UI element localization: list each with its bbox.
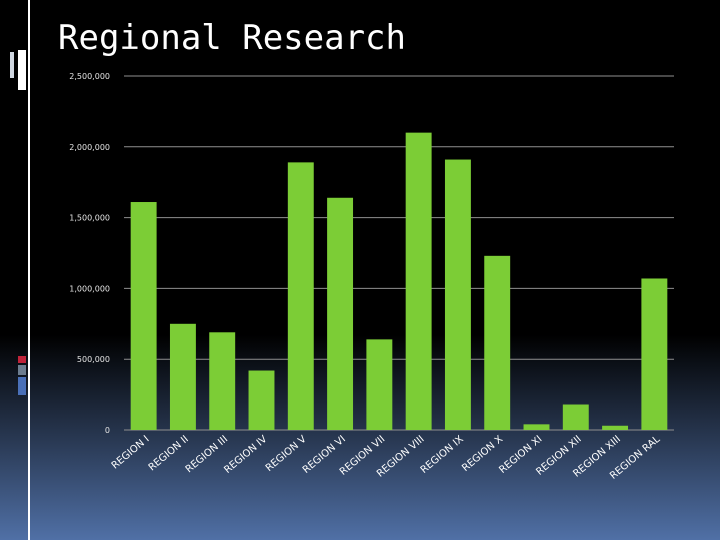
bar: [248, 370, 275, 430]
top-accent-bar: [18, 50, 26, 90]
accent-red-block: [18, 356, 26, 363]
slide-title: Regional Research: [58, 18, 406, 58]
top-accent-bar-thin: [10, 52, 14, 78]
x-tick-label: REGION IX: [419, 434, 466, 476]
bar: [484, 255, 511, 430]
x-tick-label: REGION I: [110, 434, 152, 472]
x-tick-label: REGION IV: [222, 434, 269, 476]
bar: [366, 339, 393, 430]
bar: [327, 197, 354, 430]
bar: [523, 424, 550, 430]
bar: [562, 404, 589, 430]
y-tick-label: 2,000,000: [69, 143, 110, 152]
y-axis-ticks: 0 500,000 1,000,000 1,500,000 2,000,000 2,500…: [69, 72, 110, 435]
bar: [130, 202, 157, 430]
bar: [405, 132, 432, 430]
accent-blue-block: [18, 377, 26, 395]
y-tick-label: 2,500,000: [69, 72, 110, 81]
gridlines: [124, 75, 674, 431]
y-tick-label: 0: [105, 426, 110, 435]
bar: [209, 332, 236, 430]
bars: [130, 132, 668, 430]
left-divider-line: [28, 0, 30, 540]
bar: [287, 162, 314, 430]
y-tick-label: 500,000: [77, 355, 110, 364]
y-tick-label: 1,500,000: [69, 214, 110, 223]
bar: [602, 425, 629, 430]
y-tick-label: 1,000,000: [69, 284, 110, 293]
bar: [444, 159, 471, 430]
bar: [641, 278, 668, 430]
bar: [169, 323, 196, 430]
accent-grey-block: [18, 365, 26, 375]
